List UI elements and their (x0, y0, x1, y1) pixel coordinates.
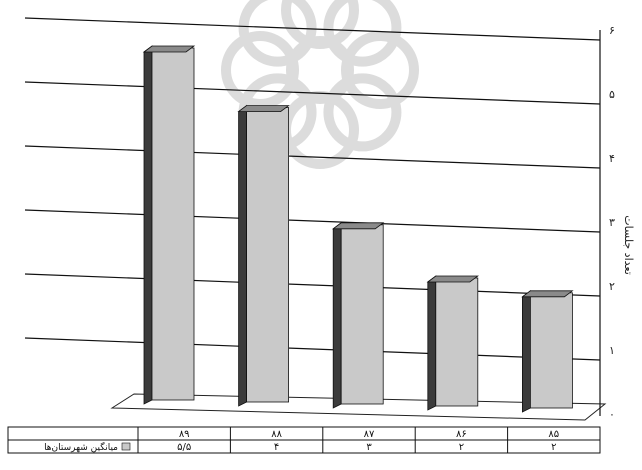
table-value-cell: ۴ (274, 442, 279, 453)
y-tick-label: ۶ (609, 24, 615, 37)
watermark-petal (221, 31, 299, 109)
data-table: ۸۹ ۸۸ ۸۷ ۸۶ ۸۵ ۵/۵ ۴ ۳ ۲ ۲ میانگین شهرستان‌ها (7, 426, 601, 454)
floor-outline (110, 393, 607, 421)
bar (237, 104, 290, 407)
gridline (24, 17, 601, 41)
watermark-center (286, 36, 354, 104)
table-value-cell: ۳ (366, 442, 372, 453)
watermark-petal (281, 91, 359, 169)
legend-label: میانگین شهرستان‌ها (44, 441, 118, 453)
table-value-cell: ۲ (459, 442, 464, 453)
bar-top (426, 275, 479, 283)
watermark-petal (341, 31, 419, 109)
y-axis-ticks: ۰ ۱ ۲ ۳ ۴ ۵ ۶ (609, 24, 615, 421)
bar (142, 45, 196, 405)
bar (521, 290, 574, 413)
bar (426, 275, 479, 411)
gridline (24, 209, 601, 233)
bar-side (332, 222, 342, 409)
watermark-petal (323, 0, 402, 67)
table-category-cell: ۸۸ (271, 429, 282, 440)
table-category-cell: ۸۶ (456, 429, 467, 440)
table-category-cell: ۸۷ (364, 429, 375, 440)
bar-top (332, 222, 385, 230)
gridline (24, 337, 601, 361)
bar-top (142, 45, 196, 53)
y-tick-label: ۰ (609, 408, 615, 421)
legend-swatch (121, 442, 131, 451)
bar-face (246, 107, 290, 403)
watermark-petal (323, 73, 402, 152)
chart-floor (110, 393, 607, 421)
table-value-cell: ۲ (551, 442, 556, 453)
bar-side (427, 275, 437, 411)
y-tick-label: ۲ (609, 280, 615, 293)
bar-top (237, 105, 290, 112)
y-tick-label: ۳ (609, 216, 615, 229)
bar-face (151, 47, 195, 401)
gridlines (24, 17, 601, 416)
bar-side (143, 45, 153, 405)
gridline (24, 81, 601, 105)
bar-face (340, 224, 384, 405)
bar-side (522, 290, 531, 413)
y-axis-label: تعداد جلسات (622, 215, 635, 275)
bar (332, 222, 385, 409)
y-tick-label: ۴ (609, 152, 615, 165)
bar-face (435, 277, 479, 407)
gridline (24, 273, 601, 297)
table-value-cell: ۵/۵ (177, 442, 191, 453)
y-tick-label: ۵ (609, 88, 615, 101)
gridline (24, 145, 601, 169)
bar-top (521, 290, 574, 298)
bar-face (530, 292, 573, 409)
table-category-cell: ۸۵ (548, 429, 559, 440)
y-tick-label: ۱ (609, 344, 615, 357)
bar-side (238, 104, 247, 407)
bars (142, 45, 574, 413)
table-category-cell: ۸۹ (179, 429, 190, 440)
watermark-petal (238, 0, 317, 67)
